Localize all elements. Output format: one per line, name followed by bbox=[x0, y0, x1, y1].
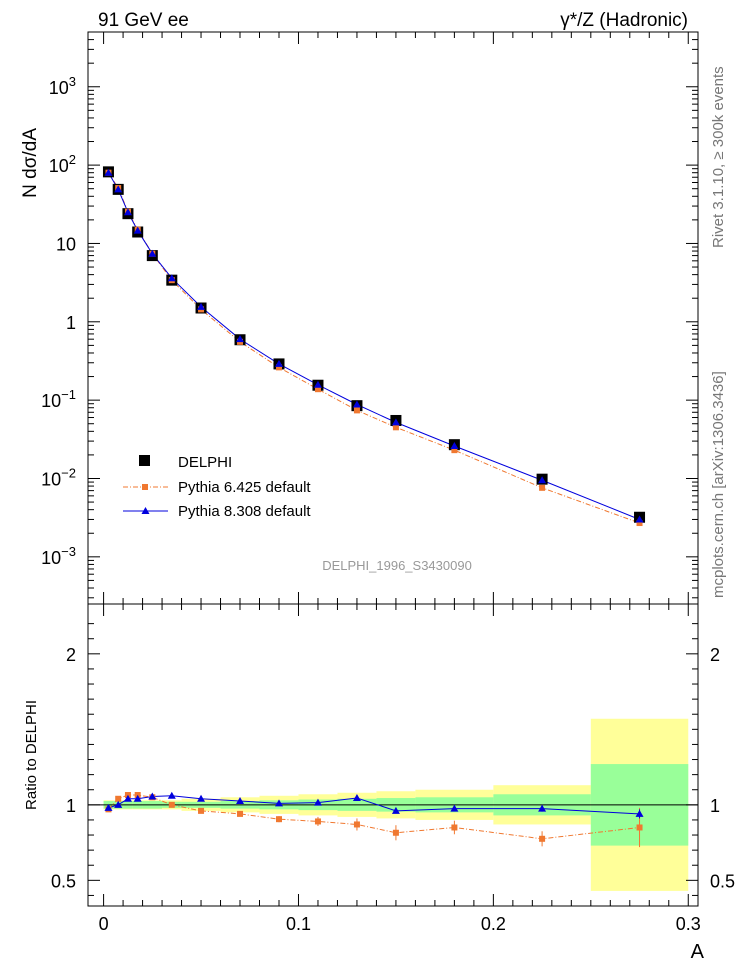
pythia8-point bbox=[114, 185, 123, 193]
main-y-axis: 10−3 10−2 10−1 1 10 102 103 bbox=[41, 31, 698, 604]
ratio-xlabel: A bbox=[691, 941, 705, 963]
main-series bbox=[102, 166, 646, 527]
pythia8-point bbox=[133, 226, 142, 234]
legend-delphi-label: DELPHI bbox=[178, 454, 232, 471]
ratio-frame bbox=[87, 603, 699, 907]
legend-pythia8-marker bbox=[141, 507, 150, 514]
legend-pythia6-label: Pythia 6.425 default bbox=[178, 479, 311, 496]
ratio-pythia8-point bbox=[313, 798, 322, 806]
ratio-pythia6-point bbox=[275, 816, 282, 823]
ratio-y-tick-label: 2 bbox=[66, 645, 76, 665]
ratio-pythia6-point bbox=[168, 801, 175, 808]
legend-delphi-marker bbox=[139, 455, 150, 466]
ratio-pythia6-point bbox=[115, 795, 122, 802]
rivet-label: Rivet 3.1.10, ≥ 300k events bbox=[710, 66, 727, 248]
ratio-pythia6-point bbox=[636, 824, 643, 831]
ratio-pythia8-point bbox=[538, 804, 547, 812]
ratio-y-tick-label: 1 bbox=[66, 796, 76, 816]
ratio-pythia8-point bbox=[123, 794, 132, 802]
pythia8-point bbox=[104, 168, 113, 176]
main-y-tick-label: 103 bbox=[49, 74, 76, 98]
ratio-pythia8-point bbox=[114, 800, 123, 808]
pythia8-point bbox=[391, 418, 400, 426]
ratio-pythia6-point bbox=[451, 824, 458, 831]
ratio-y-tick-label: 0.5 bbox=[51, 871, 76, 891]
pythia6-point bbox=[392, 424, 399, 431]
main-ylabel: N dσ/dA bbox=[20, 128, 41, 198]
pythia6-point bbox=[314, 386, 321, 393]
ratio-ylabel: Ratio to DELPHI bbox=[23, 700, 40, 810]
ratio-x-tick-label: 0.3 bbox=[676, 914, 701, 934]
pythia8-point bbox=[148, 249, 157, 257]
ratio-pythia8-point bbox=[352, 794, 361, 802]
ratio-pythia8-point bbox=[274, 799, 283, 807]
main-y-tick-label: 10−1 bbox=[41, 387, 76, 411]
ratio-panel: 0.5 0.5 1 1 2 2 0 0.1 0.2 0.3 bbox=[51, 603, 735, 934]
pythia8-point bbox=[313, 380, 322, 388]
ratio-y-tick-label-right: 1 bbox=[710, 796, 720, 816]
ratio-pythia8-point bbox=[148, 792, 157, 800]
pythia8-point bbox=[450, 441, 459, 449]
ratio-y-tick-label-right: 0.5 bbox=[710, 871, 735, 891]
ratio-pythia8-point bbox=[197, 794, 206, 802]
pythia8-point bbox=[635, 515, 644, 523]
pythia8-point bbox=[538, 476, 547, 484]
pythia6-point bbox=[353, 407, 360, 414]
ratio-pythia8-point bbox=[391, 806, 400, 814]
main-y-tick-label: 10 bbox=[56, 234, 76, 254]
ratio-pythia6-point bbox=[198, 807, 205, 814]
ratio-pythia8-point bbox=[236, 797, 245, 805]
ratio-series bbox=[104, 791, 644, 848]
ratio-pythia8-point bbox=[635, 809, 644, 817]
legend-pythia8-label: Pythia 8.308 default bbox=[178, 503, 311, 520]
main-y-tick-label: 1 bbox=[66, 313, 76, 333]
ratio-pythia6-point bbox=[314, 818, 321, 825]
pythia6-point bbox=[539, 484, 546, 491]
ratio-x-tick-label: 0.1 bbox=[286, 914, 311, 934]
ratio-x-tick-label: 0 bbox=[99, 914, 109, 934]
pythia6-point bbox=[451, 447, 458, 454]
pythia8-point bbox=[197, 302, 206, 310]
ratio-pythia8-point bbox=[450, 804, 459, 812]
pythia8-point bbox=[123, 208, 132, 216]
ratio-pythia8-point bbox=[133, 794, 142, 802]
ratio-pythia6-point bbox=[539, 835, 546, 842]
main-y-tick-label: 10−3 bbox=[41, 544, 76, 568]
pythia8-point bbox=[274, 359, 283, 367]
main-y-tick-label: 10−2 bbox=[41, 465, 76, 489]
legend-pythia6-marker bbox=[142, 484, 148, 490]
pythia8-point bbox=[167, 274, 176, 282]
ratio-x-tick-label: 0.2 bbox=[481, 914, 506, 934]
ratio-pythia8-point bbox=[167, 791, 176, 799]
ratio-pythia8-point bbox=[104, 803, 113, 811]
ratio-pythia6-point bbox=[237, 810, 244, 817]
left-title: 91 GeV ee bbox=[98, 10, 189, 31]
ratio-pythia6-point bbox=[353, 821, 360, 828]
right-title: γ*/Z (Hadronic) bbox=[560, 10, 688, 31]
ratio-y-tick-label-right: 2 bbox=[710, 645, 720, 665]
analysis-id: DELPHI_1996_S3430090 bbox=[322, 558, 472, 573]
pythia6-point bbox=[275, 364, 282, 371]
mcplots-label: mcplots.cern.ch [arXiv:1306.3436] bbox=[710, 371, 727, 598]
legend: DELPHI Pythia 6.425 default Pythia 8.308… bbox=[123, 454, 311, 520]
ratio-pythia6-point bbox=[392, 829, 399, 836]
pythia8-point bbox=[352, 400, 361, 408]
pythia6-point bbox=[636, 520, 643, 527]
main-y-tick-label: 102 bbox=[49, 152, 76, 176]
pythia8-point bbox=[236, 335, 245, 343]
